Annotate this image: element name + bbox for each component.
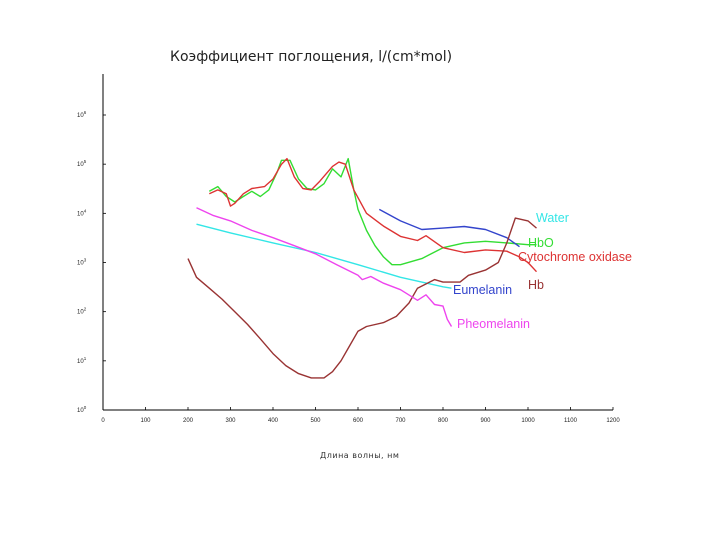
y-tick-label: 105 [77, 159, 87, 168]
x-axis-label: Длина волны, нм [320, 451, 399, 460]
x-tick-label: 0 [101, 418, 105, 424]
series-label-eumelanin: Eumelanin [453, 283, 512, 297]
series-line-pheomelanin [196, 207, 453, 327]
y-tick-label: 101 [77, 356, 87, 365]
series-lines [187, 157, 538, 379]
series-label-water: Water [536, 211, 569, 225]
x-tick-label: 600 [353, 418, 364, 424]
series-line-hb [187, 217, 537, 379]
series-label-pheomelanin: Pheomelanin [457, 317, 530, 331]
x-tick-label: 800 [438, 418, 449, 424]
x-tick-labels: 0 100 200 300 400 500 600 700 800 900 1000 1100 1200 [101, 407, 620, 424]
x-tick-label: 500 [310, 418, 321, 424]
y-tick-label: 102 [77, 307, 87, 316]
series-line-eumelanin [378, 208, 520, 248]
x-tick-label: 1000 [521, 418, 535, 424]
y-tick-label: 103 [77, 258, 87, 267]
x-tick-label: 300 [225, 418, 236, 424]
series-label-hbo: HbO [528, 236, 554, 250]
series-line-water [196, 223, 452, 289]
x-tick-label: 200 [183, 418, 194, 424]
y-tick-label: 100 [77, 405, 87, 414]
y-tick-labels: 100 101 102 103 104 105 106 [77, 110, 106, 414]
x-tick-label: 900 [480, 418, 491, 424]
series-line-hbo [208, 157, 537, 266]
x-tick-label: 100 [140, 418, 151, 424]
series-line-cytochrome-oxidase [209, 157, 538, 273]
y-tick-label: 106 [77, 110, 87, 119]
series-label-hb: Hb [528, 278, 544, 292]
x-tick-label: 700 [395, 418, 406, 424]
y-tick-label: 104 [77, 208, 87, 217]
x-tick-label: 400 [268, 418, 279, 424]
chart-title: Коэффициент поглощения, l/(cm*mol) [170, 49, 452, 65]
series-label-cytochrome-oxidase: Cytochrome oxidase [518, 250, 632, 264]
x-tick-label: 1200 [606, 418, 620, 424]
x-tick-label: 1100 [564, 418, 578, 424]
